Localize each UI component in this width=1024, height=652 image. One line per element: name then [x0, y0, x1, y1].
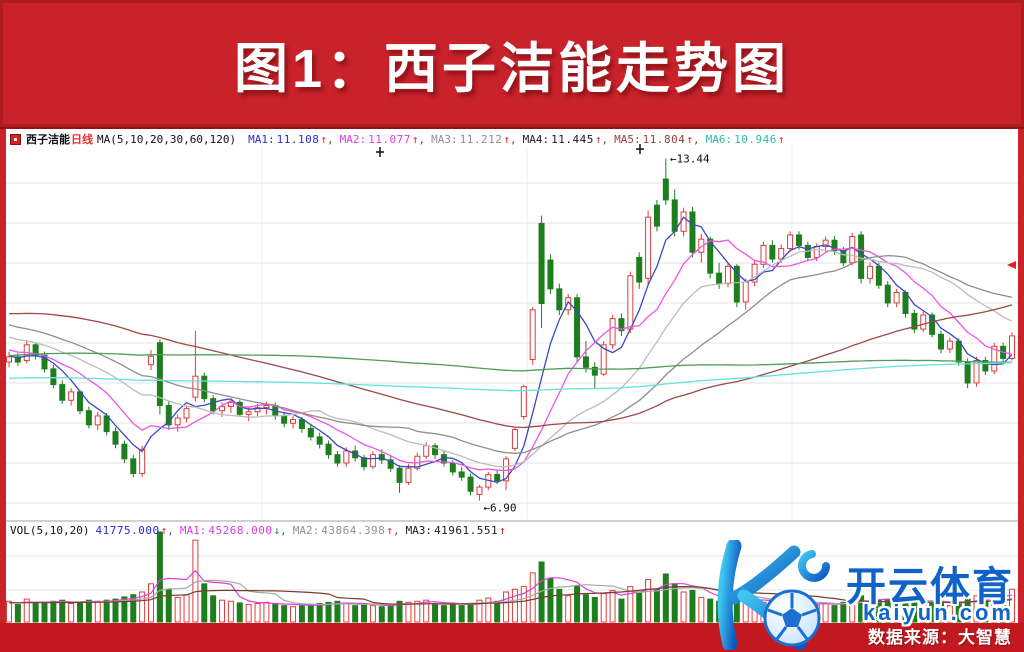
vol-ma1-value: 45268.000 [208, 524, 273, 537]
separator: , [167, 524, 174, 537]
ma6-value: 10.946 [734, 132, 777, 146]
page-title: 图1：西子洁能走势图 [233, 39, 791, 99]
price-tick-icon [1007, 261, 1016, 269]
ma3-label: MA3: [431, 132, 458, 146]
ma3-arrow-icon: ↑ [503, 132, 510, 146]
vol-ma3-value: 41961.551 [434, 524, 499, 537]
ma4-arrow-icon: ↑ [594, 132, 602, 146]
data-source: 数据来源：大智慧 [868, 628, 1012, 647]
ma1-label: MA1: [248, 132, 275, 146]
ma6-arrow-icon: ↑ [777, 132, 785, 146]
ma3-value: 11.212 [459, 132, 503, 146]
volume-bars [6, 531, 1015, 623]
vol-ma1-label: MA1: [179, 524, 207, 537]
stock-name: 西子洁能 [26, 133, 70, 146]
vol-ma1-arrow-icon: ↓ [273, 524, 281, 537]
low-price-annotation: ←6.90 [483, 502, 516, 515]
vol-header: VOL(5,10,20) [10, 524, 90, 537]
separator: , [326, 132, 334, 146]
ma5-value: 11.804 [642, 132, 686, 146]
vol-ma3-label: MA3: [405, 524, 433, 537]
separator: , [601, 132, 609, 146]
separator: , [392, 524, 400, 537]
ma4-value: 11.445 [551, 132, 594, 146]
ma1-arrow-icon: ↑ [320, 132, 327, 146]
vol-ma2-label: MA2: [292, 524, 320, 537]
separator: , [509, 132, 517, 146]
footer-bar: 数据来源：大智慧 [0, 623, 1024, 652]
vol-ma2-arrow-icon: ↑ [386, 524, 393, 537]
chart-background [6, 129, 1018, 623]
ma5-label: MA5: [614, 132, 641, 146]
ma1-value: 11.108 [276, 132, 320, 146]
vol-ma3-arrow-icon: ↑ [499, 524, 506, 537]
vol-arrow-icon: ↑ [160, 524, 168, 537]
ma5-arrow-icon: ↑ [686, 132, 693, 146]
volume-ma-lines [8, 569, 1013, 607]
ma6-label: MA6: [705, 132, 733, 146]
stock-icon [10, 133, 21, 145]
ma-indicator-row: 西子洁能 日线 MA(5,10,20,30,60,120) MA1: 11.10… [10, 131, 784, 147]
peak-price-annotation: ←13.44 [670, 153, 710, 166]
separator: , [418, 132, 426, 146]
ma4-label: MA4: [522, 132, 550, 146]
ma-lines [8, 216, 1013, 483]
ma2-label: MA2: [339, 132, 367, 146]
candlesticks [6, 158, 1015, 501]
ma2-value: 11.077 [368, 132, 411, 146]
vol-indicator-row: VOL(5,10,20) 41775.000 ↑ , MA1: 45268.00… [10, 524, 506, 537]
separator: , [692, 132, 700, 146]
vol-value: 41775.000 [95, 524, 160, 537]
title-banner: 图1：西子洁能走势图 [0, 0, 1024, 129]
vol-ma2-value: 43864.398 [321, 524, 386, 537]
cursor-cross-icon [376, 144, 644, 157]
ma2-arrow-icon: ↑ [411, 132, 419, 146]
period-label[interactable]: 日线 [71, 133, 93, 146]
separator: , [280, 524, 287, 537]
ma-header: MA(5,10,20,30,60,120) [97, 132, 237, 146]
